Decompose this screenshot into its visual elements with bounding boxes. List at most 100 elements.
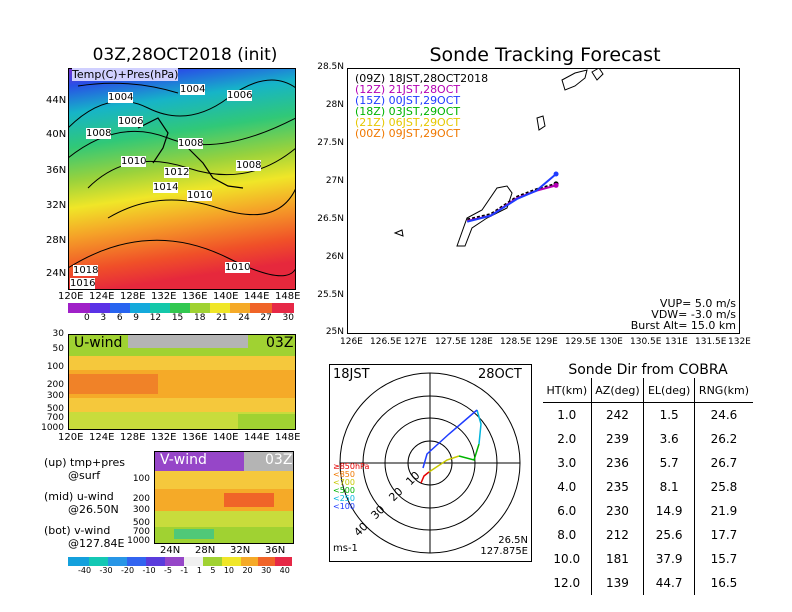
cell: 181 — [590, 547, 644, 571]
col-header: AZ(deg) — [590, 378, 644, 403]
polar-loc-lat: 26.5N — [498, 535, 528, 546]
legend-z: (21Z) — [355, 116, 386, 129]
vwind-title: V-wind — [160, 452, 207, 468]
table-row: 12.0 139 44.7 16.5 — [543, 571, 753, 595]
legend-t: 18JST,28OCT2018 — [388, 72, 489, 85]
isobar-label: 1006 — [227, 90, 253, 101]
legend-t: 00JST,29OCT — [388, 94, 461, 107]
cell: 1.5 — [643, 402, 695, 427]
lon-tick: 120E — [58, 432, 84, 443]
cell: 26.2 — [693, 427, 753, 451]
cell: 4.0 — [557, 480, 577, 494]
col-header: HT(km) — [543, 378, 592, 403]
temp-map-label: Temp(C)+Pres(hPa) — [72, 68, 179, 81]
cell: 16.5 — [693, 571, 753, 595]
lon-tick: 128E — [120, 291, 146, 302]
legend-entry: (15Z) 00JST,29OCT — [355, 95, 488, 106]
uwind-frame — [68, 334, 296, 430]
uwind-section — [68, 334, 296, 430]
note-line: @127.84E — [68, 537, 125, 550]
lon-tick: 130E — [600, 337, 623, 347]
lat-tick: 28N — [46, 235, 67, 246]
table-row: 2.0 239 3.6 26.2 — [543, 427, 753, 451]
cell: 2.0 — [557, 432, 577, 446]
cell: 1.0 — [557, 408, 577, 422]
legend-t: 09JST,29OCT — [388, 127, 461, 140]
cell: 8.0 — [557, 528, 577, 542]
cbar-tick: 9 — [133, 313, 139, 323]
legend-z: (00Z) — [355, 127, 386, 140]
vwind-colorbar — [68, 557, 292, 566]
lon-tick: 132E — [728, 337, 751, 347]
cbar-tick: 10 — [223, 566, 235, 575]
lon-tick: 132E — [151, 291, 177, 302]
lon-tick: 136E — [182, 291, 208, 302]
temp-map-frame — [68, 68, 296, 290]
lat-tick: 25.5N — [317, 290, 344, 300]
legend-z: (15Z) — [355, 94, 386, 107]
lat-tick: 25N — [325, 327, 344, 337]
note-2: (mid) u-wind @26.50N — [44, 490, 125, 516]
track-params: VUP= 5.0 m/s VDW= -3.0 m/s Burst Alt= 15… — [610, 298, 736, 331]
p-tick: 700 — [132, 527, 150, 537]
temp-colorbar-labels: 0 3 6 9 12 15 18 21 24 27 30 — [84, 313, 294, 323]
p-tick: 500 — [132, 518, 150, 528]
level-entry: ≥850hPa — [333, 462, 370, 471]
cell: 212 — [590, 523, 644, 547]
trajectory-line — [466, 182, 557, 221]
isobar-label: 1006 — [118, 116, 144, 127]
vwind-frame — [154, 451, 294, 544]
lon-tick: 126E — [340, 337, 363, 347]
cbar-tick: -30 — [99, 566, 113, 575]
lat-tick: 36N — [46, 165, 67, 176]
param-burst: Burst Alt= 15.0 km — [630, 319, 736, 332]
lon-tick: 130.5E — [630, 337, 662, 347]
cell: 236 — [590, 451, 644, 475]
legend-t: 06JST,29OCT — [388, 116, 461, 129]
cbar-tick: -5 — [164, 566, 172, 575]
legend-t: 03JST,29OCT — [388, 105, 461, 118]
cbar-tick: 12 — [149, 313, 162, 323]
isobar-label: 1004 — [180, 84, 206, 95]
cell: 3.0 — [557, 456, 577, 470]
lon-tick: 144E — [244, 432, 270, 443]
polar-unit: ms-1 — [333, 543, 358, 554]
uwind-pticks: 30 50 100 200 300 500 700 1000 — [40, 329, 64, 433]
lon-tick: 131.5E — [695, 337, 727, 347]
polar-hodograph — [329, 364, 532, 562]
lat-tick: 28N — [325, 100, 344, 110]
isobar-label: 1004 — [108, 92, 134, 103]
track-lon-ticks: 126E 126.5E 127E 127.5E 128E 128.5E 129E… — [340, 337, 751, 349]
cbar-tick: -10 — [142, 566, 156, 575]
note-1: (up) tmp+pres @surf — [44, 456, 125, 482]
cbar-tick: 40 — [279, 566, 290, 575]
polar-time: 18JST — [333, 367, 370, 382]
lon-tick: 120E — [58, 291, 84, 302]
lon-tick: 148E — [275, 432, 301, 443]
table-row: 8.0 212 25.6 17.7 — [543, 523, 753, 547]
cbar-tick: 20 — [242, 566, 253, 575]
p-tick: 700 — [46, 413, 64, 423]
note-line: (mid) u-wind — [44, 490, 114, 503]
level-entry: <500 — [333, 486, 355, 495]
track-legend: (09Z) 18JST,28OCT2018 (12Z) 21JST,28OCT … — [355, 73, 488, 139]
table-row: 4.0 235 8.1 25.8 — [543, 475, 753, 499]
lon-tick: 144E — [244, 291, 270, 302]
table-header-row: HT(km) AZ(deg) EL(deg) RNG(km) — [543, 378, 753, 403]
lon-tick: 140E — [213, 291, 239, 302]
temp-map — [68, 68, 296, 290]
p-tick: 1000 — [127, 536, 150, 546]
notes: (up) tmp+pres @surf (mid) u-wind @26.50N… — [44, 456, 125, 550]
vwind-section — [154, 451, 294, 544]
cell: 26.7 — [693, 451, 753, 475]
polar-loc-lon: 127.875E — [480, 546, 528, 557]
col-header: RNG(km) — [693, 378, 753, 403]
temp-colorbar — [68, 303, 294, 313]
vwind-time: 03Z — [265, 452, 293, 468]
legend-z: (12Z) — [355, 83, 386, 96]
polar-date: 28OCT — [478, 367, 522, 382]
isobar-label: 1018 — [73, 265, 99, 276]
cell: 8.1 — [643, 475, 695, 499]
lon-tick: 131E — [665, 337, 688, 347]
cbar-tick: -1 — [180, 566, 189, 575]
